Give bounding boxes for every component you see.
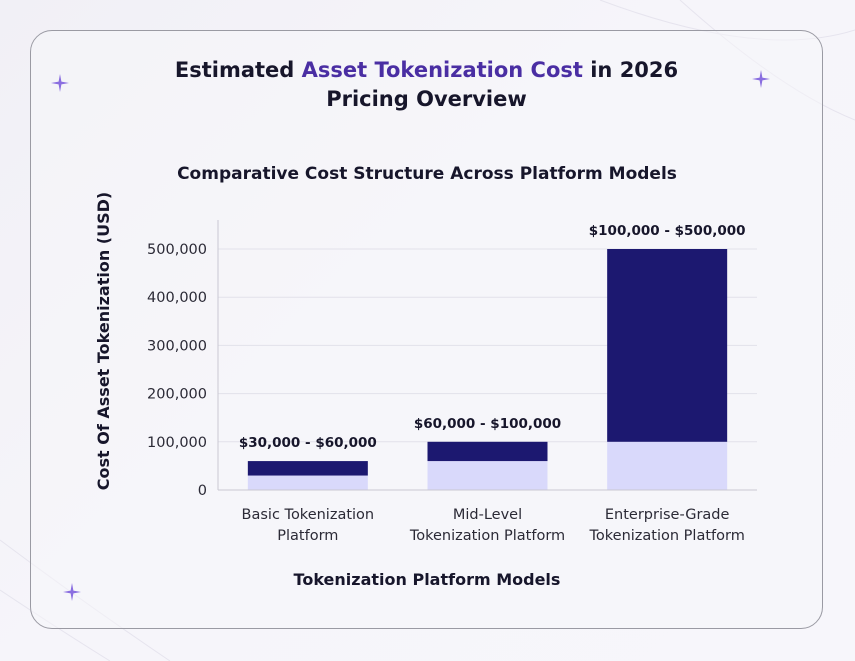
bar-base-segment <box>607 441 728 490</box>
y-tick-label: 200,000 <box>147 387 207 403</box>
bar-base-segment <box>427 461 548 490</box>
category-label: Enterprise-Grade Tokenization Platform <box>589 507 745 544</box>
title-accent: Asset Tokenization Cost <box>301 58 583 82</box>
title-suffix: in 2026 <box>582 58 679 82</box>
title-line: Estimated Asset Tokenization Cost in 202… <box>30 56 823 85</box>
chart-title: Comparative Cost Structure Across Platfo… <box>177 164 677 184</box>
bars <box>247 249 728 490</box>
sparkle-icon <box>752 70 770 88</box>
y-ticks: 0 100,000 200,000 300,000 400,000 500,000 <box>147 242 207 499</box>
x-axis-label: Tokenization Platform Models <box>294 570 561 589</box>
subtitle: Pricing Overview <box>326 87 527 111</box>
y-tick-label: 500,000 <box>147 242 207 258</box>
bar-base-segment <box>247 475 368 490</box>
sparkle-icon <box>63 583 81 601</box>
data-label: $30,000 - $60,000 <box>239 435 377 451</box>
y-tick-label: 0 <box>198 483 207 499</box>
bar-range-segment <box>607 249 728 442</box>
bar-range-segment <box>247 461 368 476</box>
category-label: Basic Tokenization Platform <box>242 507 375 544</box>
data-label: $100,000 - $500,000 <box>589 223 746 239</box>
data-labels: $30,000 - $60,000 $60,000 - $100,000 $100,… <box>239 223 746 451</box>
category-label: Mid-Level Tokenization Platform <box>409 507 565 544</box>
bar-range-segment <box>427 441 548 462</box>
sparkle-icon <box>51 74 69 92</box>
category-labels: Basic Tokenization Platform Mid-Level Token… <box>242 507 745 544</box>
data-label: $60,000 - $100,000 <box>414 416 561 432</box>
y-tick-label: 300,000 <box>147 338 207 354</box>
y-tick-label: 100,000 <box>147 435 207 451</box>
y-tick-label: 400,000 <box>147 290 207 306</box>
y-axis-label: Cost Of Asset Tokenization (USD) <box>94 192 113 490</box>
title-prefix: Estimated <box>174 58 302 82</box>
page-title: Estimated Asset Tokenization Cost in 202… <box>30 56 823 114</box>
